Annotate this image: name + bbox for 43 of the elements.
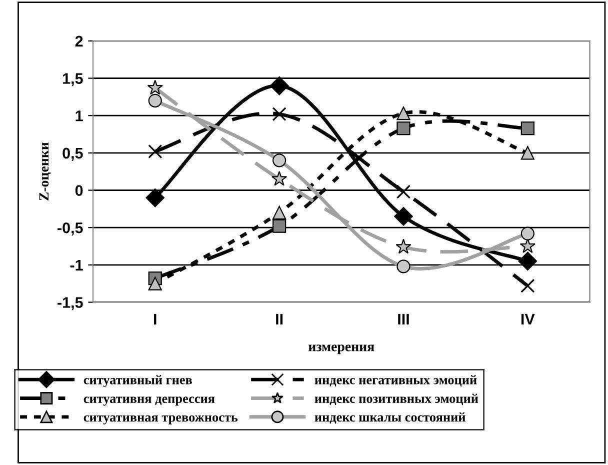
point <box>148 94 162 108</box>
point <box>148 144 162 159</box>
y-tick-label: 1 <box>76 110 83 122</box>
point <box>520 226 534 240</box>
x-tick-label: III <box>398 314 409 324</box>
point <box>148 276 162 290</box>
point <box>272 219 286 233</box>
point <box>396 238 412 254</box>
point <box>518 252 538 271</box>
y-tick-label: 0,5 <box>62 148 83 161</box>
y-axis-title: Z-оценки <box>39 142 51 200</box>
y-tick-label: 1,5 <box>63 73 83 86</box>
point <box>272 107 286 122</box>
point <box>396 121 410 136</box>
point <box>520 238 536 253</box>
point <box>271 170 288 186</box>
point <box>394 206 413 226</box>
x-tick-label: IV <box>521 314 535 324</box>
y-tick-label: 2 <box>75 36 83 46</box>
point <box>272 206 286 220</box>
point <box>396 184 411 199</box>
point <box>147 80 163 95</box>
point <box>272 154 286 168</box>
point <box>146 188 165 208</box>
y-tick-label: -1,5 <box>58 297 83 310</box>
y-tick-label: 0 <box>75 185 83 196</box>
point <box>270 76 289 96</box>
x-tick-label: II <box>276 314 283 324</box>
legend-label: ситуативный гнев <box>84 375 192 388</box>
y-tick-label: -1 <box>70 260 83 270</box>
legend-label: ситуативная тревожность <box>84 415 238 424</box>
legend-label: ситуативня депрессия <box>84 396 215 406</box>
point <box>520 121 534 136</box>
point <box>520 278 535 293</box>
point <box>396 106 410 120</box>
legend-label: индекс негативных эмоций <box>314 375 477 386</box>
y-tick-label: -0,5 <box>58 222 83 236</box>
legend-label: индекс позитивных эмоций <box>314 394 478 406</box>
x-axis-title: измерения <box>308 344 374 354</box>
legend-label: индекс шкалы состояний <box>314 412 466 424</box>
point <box>520 146 534 160</box>
point <box>396 260 410 274</box>
x-tick-label: I <box>154 314 156 324</box>
